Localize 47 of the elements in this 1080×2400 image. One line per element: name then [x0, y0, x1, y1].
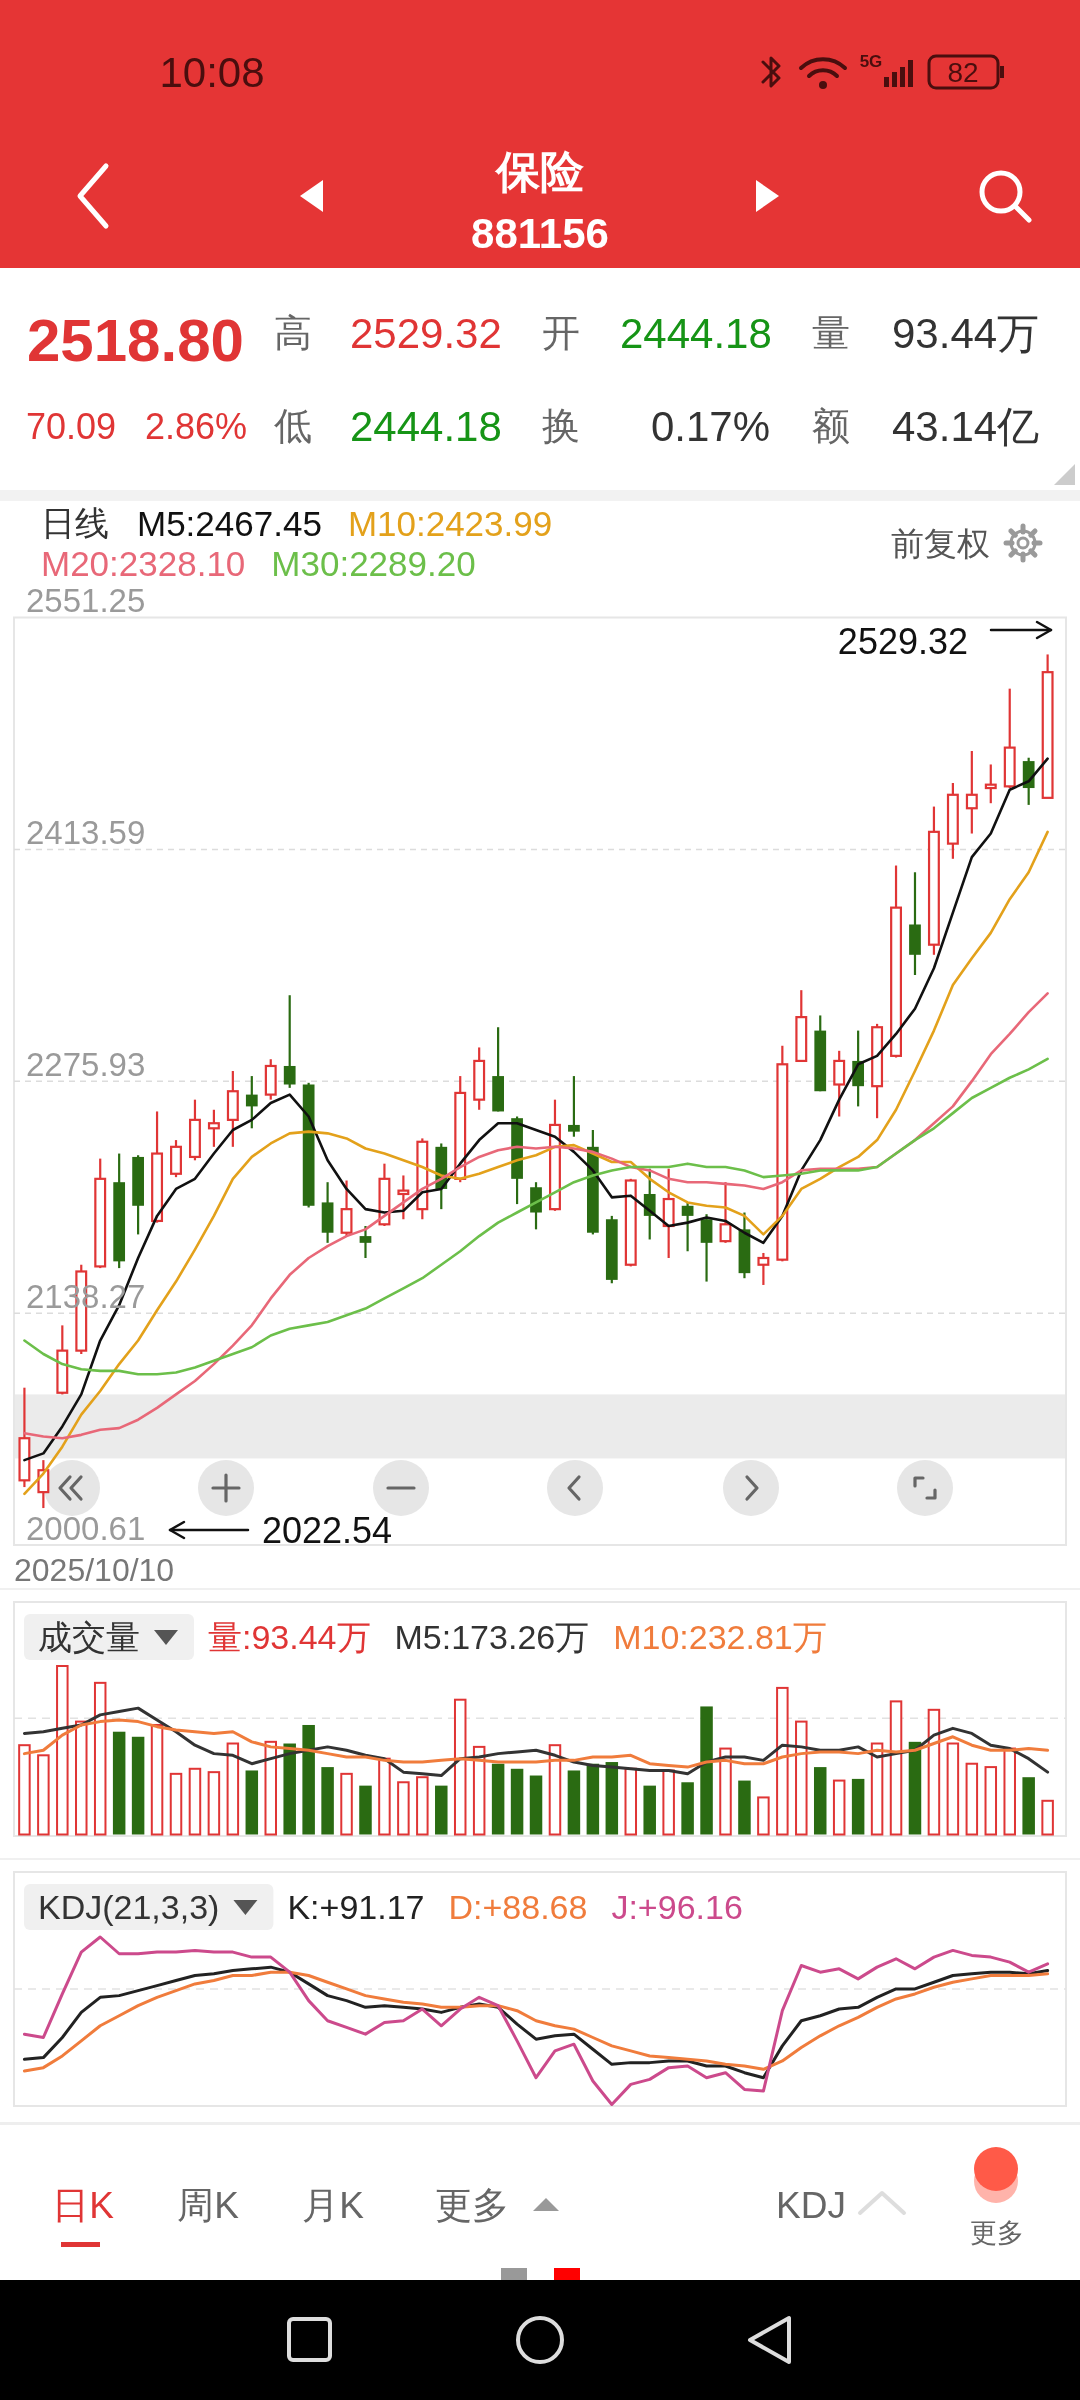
chart-title: KDJ(21,3,3) [38, 1888, 220, 1926]
text: 43.14亿 [892, 402, 1040, 450]
y-tick-label: 2551.25 [26, 582, 146, 619]
annotation: 2529.32 [837, 620, 968, 662]
text: 高 [274, 312, 312, 354]
y-tick-label: 2275.93 [26, 1045, 146, 1083]
text: 更多 [970, 2218, 1024, 2248]
text: 2518.80 [27, 306, 244, 374]
text: 日K [52, 2184, 115, 2226]
annotation: 2022.54 [262, 1509, 393, 1551]
series-label: K:+91.17 [287, 1888, 425, 1926]
text: M10:232.81万 [613, 1618, 827, 1656]
text: 更多 [435, 2184, 509, 2226]
text: M20:2328.10 [41, 543, 246, 583]
y-tick-label: 2000.61 [26, 1509, 146, 1547]
y-tick-label: 2413.59 [26, 813, 146, 851]
text: 5G [859, 51, 883, 71]
text: 2444.18 [620, 309, 772, 357]
text: 量 [812, 312, 850, 354]
text: M5:2467.45 [137, 503, 322, 543]
text: 82 [947, 56, 979, 88]
text: M5:173.26万 [394, 1618, 590, 1656]
text: 93.44万 [892, 309, 1040, 357]
text: 70.09 [26, 405, 117, 447]
text: 低 [274, 405, 312, 447]
text: 2444.18 [350, 402, 502, 450]
text: J:+96.16 [611, 1888, 743, 1926]
text: 2025/10/10 [14, 1552, 175, 1588]
text: 2.86% [145, 405, 248, 447]
text: 2529.32 [350, 309, 502, 357]
text: M10:2423.99 [347, 503, 553, 543]
text: 881156 [471, 209, 609, 257]
text: M30:2289.20 [271, 543, 476, 583]
text: 开 [542, 312, 580, 354]
text: 0.17% [650, 402, 770, 450]
chart-title: 日线 [41, 504, 109, 542]
text: 10:08 [159, 48, 265, 96]
text: 保险 [494, 146, 584, 196]
text: KDJ [776, 2184, 846, 2226]
text: 周K [177, 2184, 240, 2226]
text: D:+88.68 [448, 1888, 588, 1926]
text: 换 [542, 405, 580, 447]
text: 量:93.44万 [208, 1618, 371, 1656]
text: 前复权 [891, 524, 990, 562]
chart-title: 成交量 [38, 1618, 140, 1656]
text: 额 [812, 405, 850, 447]
text: 月K [302, 2184, 365, 2226]
